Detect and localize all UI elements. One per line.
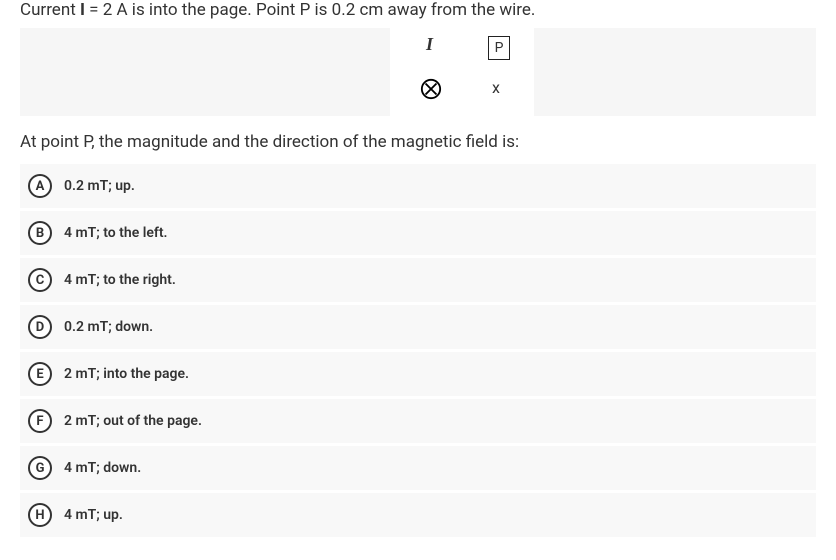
choice-text: 0.2 mT; up. xyxy=(64,178,135,194)
choice-letter: C xyxy=(28,268,52,292)
label-i: I xyxy=(426,34,433,55)
choice-b[interactable]: B 4 mT; to the left. xyxy=(20,211,816,256)
diagram-spacer-right xyxy=(534,28,816,116)
choice-c[interactable]: C 4 mT; to the right. xyxy=(20,258,816,303)
choice-text: 0.2 mT; down. xyxy=(64,319,153,335)
choice-letter: H xyxy=(28,503,52,527)
choice-h[interactable]: H 4 mT; up. xyxy=(20,493,816,538)
choice-e[interactable]: E 2 mT; into the page. xyxy=(20,352,816,397)
label-x: x xyxy=(492,78,500,97)
choice-letter: G xyxy=(28,456,52,480)
question-prompt: At point P, the magnitude and the direct… xyxy=(0,126,836,164)
choice-letter: B xyxy=(28,221,52,245)
diagram-spacer-left xyxy=(20,28,390,116)
choice-text: 4 mT; to the right. xyxy=(64,272,176,288)
choice-f[interactable]: F 2 mT; out of the page. xyxy=(20,399,816,444)
choice-letter: F xyxy=(28,409,52,433)
question-text: Current I = 2 A is into the page. Point … xyxy=(0,0,836,28)
choice-text: 2 mT; into the page. xyxy=(64,366,189,382)
choice-text: 2 mT; out of the page. xyxy=(64,413,202,429)
question-mid: = 2 A is into the page. Point P is 0.2 c… xyxy=(85,0,535,20)
point-p-box: P xyxy=(488,36,510,60)
choices-list: A 0.2 mT; up. B 4 mT; to the left. C 4 m… xyxy=(0,164,836,538)
choice-letter: A xyxy=(28,174,52,198)
diagram-row: I P x xyxy=(0,28,836,116)
choice-g[interactable]: G 4 mT; down. xyxy=(20,446,816,491)
choice-text: 4 mT; down. xyxy=(64,460,141,476)
choice-letter: E xyxy=(28,362,52,386)
diagram-main: I P x xyxy=(392,28,532,116)
choice-a[interactable]: A 0.2 mT; up. xyxy=(20,164,816,209)
into-page-icon xyxy=(420,78,442,100)
choice-text: 4 mT; up. xyxy=(64,507,123,523)
choice-letter: D xyxy=(28,315,52,339)
choice-d[interactable]: D 0.2 mT; down. xyxy=(20,305,816,350)
choice-text: 4 mT; to the left. xyxy=(64,225,168,241)
question-prefix: Current xyxy=(20,0,80,20)
